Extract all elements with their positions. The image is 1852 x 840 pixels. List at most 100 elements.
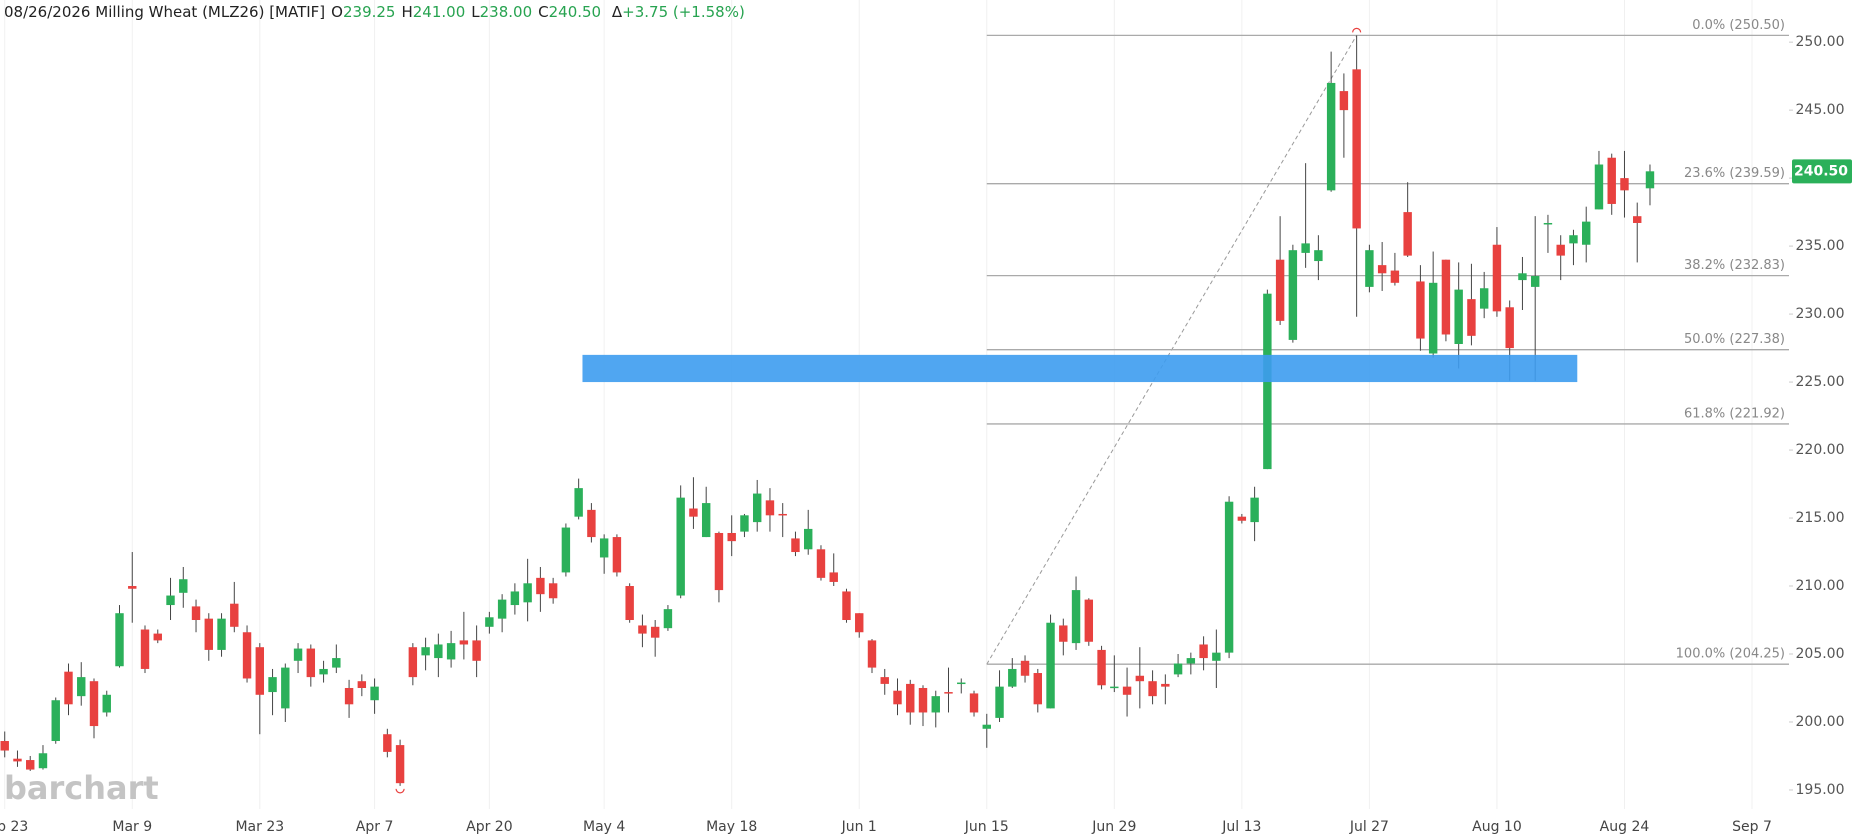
candle-body [1492,244,1502,312]
ohlc-fields: O239.25 H241.00 L238.00 C240.50 [325,3,601,21]
candle-body [1275,259,1285,321]
candle-body [1097,649,1106,686]
candle-body [944,692,953,694]
candle-body [1556,244,1565,256]
x-tick-label: Jun 1 [841,819,877,835]
candle-body [1352,69,1361,229]
candle-body [1288,250,1298,340]
candle-body [1020,660,1030,676]
x-tick-label: Apr 7 [356,819,394,835]
candle-body [829,572,838,582]
candle-body [421,647,430,656]
candle-body [1633,216,1642,223]
candle-body [612,537,622,573]
candle-body [804,528,813,550]
candle-body [918,687,928,713]
candle-body [536,577,545,595]
candle-body [816,549,826,578]
x-tick-label: Jul 27 [1349,819,1389,835]
candle-body [1186,658,1196,664]
field-key: O [331,3,343,21]
candle-body [102,694,111,713]
candle-body [281,667,290,709]
candle-body [523,583,532,603]
candle-body [230,603,239,627]
candle-body [1173,663,1183,675]
y-tick-label: 235.00 [1796,238,1845,254]
field-value: 238.00 [479,3,533,21]
candle-body [791,538,800,553]
candle-body [472,640,481,661]
fib-label: 61.8% (221.92) [1684,406,1785,421]
candle-body [497,599,507,619]
fib-label: 100.0% (204.25) [1676,647,1785,662]
candle-body [931,696,940,713]
candle-body [842,591,851,621]
candle-body [1518,273,1527,281]
candle-body [306,648,316,678]
candle-body [1071,590,1081,644]
field-key: C [538,3,549,21]
candle-body [625,586,634,621]
x-tick-label: Mar 9 [112,819,152,835]
candle-body [217,618,226,650]
candle-body [752,493,762,523]
candle-body [587,509,596,538]
candle-body [1428,282,1438,354]
x-tick-label: Aug 24 [1600,819,1650,835]
candle-body [1326,82,1336,191]
candle-body [1033,673,1042,705]
header: 08/26/2026 Milling Wheat (MLZ26) [MATIF]… [4,3,745,21]
y-tick-label: 200.00 [1796,714,1845,730]
fib-label: 0.0% (250.50) [1692,18,1785,33]
candle-body [115,613,124,667]
candle-body [434,644,443,659]
candle-body [1607,157,1616,204]
candle-body [1110,686,1119,689]
candle-body [740,515,749,532]
candle-body [26,760,35,770]
candle-body [1135,675,1145,682]
candle-body [1237,516,1247,521]
candle-body [1620,178,1629,191]
candle-body [344,687,354,705]
candle-body [191,606,201,621]
candle-body [867,640,877,668]
candle-body [1377,265,1387,274]
candle-body [880,677,889,684]
last-price-label: 240.50 [1794,163,1848,179]
candle-body [332,658,341,668]
candle-body [778,513,787,516]
candle-body [982,724,991,729]
field-value: 239.25 [342,3,396,21]
field-key: H [401,3,413,21]
candle-body [765,500,775,516]
x-tick-label: May 18 [706,819,757,835]
x-tick-label: Apr 20 [466,819,512,835]
y-tick-label: 195.00 [1796,782,1845,798]
candle-body [319,668,328,675]
y-tick-label: 245.00 [1796,102,1845,118]
candle-body [485,617,494,627]
candle-body [599,538,609,558]
candle-body [1059,625,1068,642]
candle-body [650,626,660,638]
candle-body [957,682,966,685]
watermark: barchart [4,769,159,807]
fib-label: 23.6% (239.59) [1684,166,1785,181]
candle-body [995,686,1004,718]
candle-body [1479,288,1489,309]
candle-body [38,753,48,769]
candle-body [64,671,73,705]
instrument: Milling Wheat (MLZ26) [MATIF] [95,3,326,21]
candle-body [383,734,392,752]
candle-body [1594,164,1604,210]
y-tick-label: 250.00 [1796,34,1845,50]
candle-body [1199,644,1208,659]
candle-body [0,741,9,751]
x-tick-label: Feb 23 [0,819,28,835]
candle-body [140,629,150,669]
candle-body [1339,91,1349,111]
candle-body [89,681,99,727]
